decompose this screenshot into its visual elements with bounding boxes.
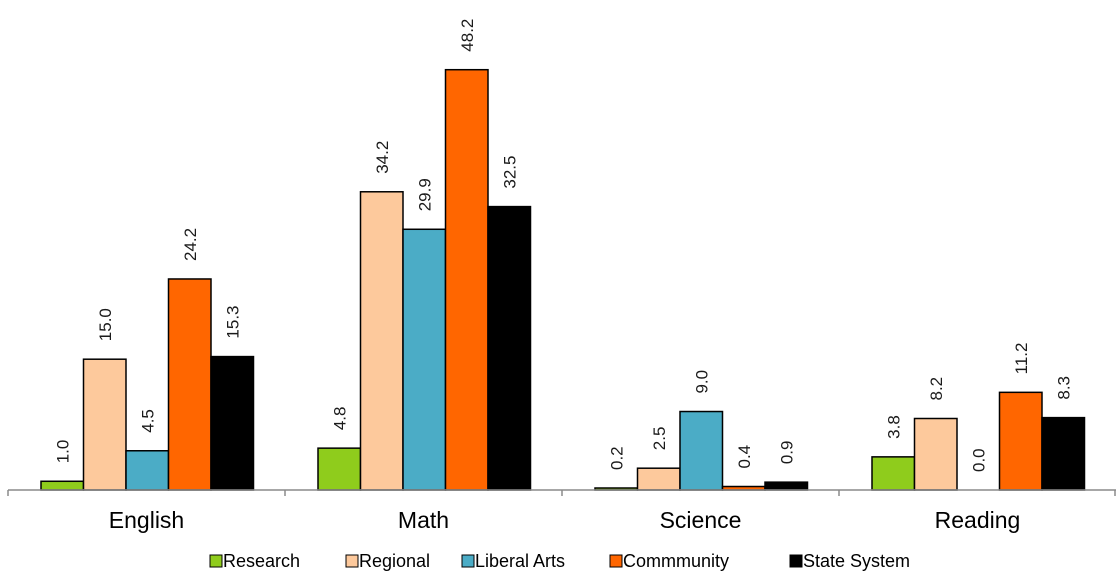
value-label-reading-regional: 8.2: [927, 377, 946, 401]
bar-reading-state-system: [1041, 416, 1086, 491]
value-label-math-regional: 34.2: [373, 141, 392, 174]
category-label-math: Math: [398, 507, 449, 533]
legend-swatch-commmunity: [609, 554, 623, 568]
legend-swatch-state-system: [789, 554, 803, 568]
value-label-science-commmunity: 0.4: [735, 445, 754, 469]
value-label-math-research: 4.8: [330, 407, 349, 431]
legend-label-commmunity: Commmunity: [623, 551, 729, 571]
bar-science-state-system: [764, 481, 809, 491]
bar-english-liberal-arts: [125, 450, 170, 491]
legend-item-research: Research: [209, 551, 300, 571]
value-label-math-liberal-arts: 29.9: [415, 178, 434, 211]
category-label-science: Science: [660, 507, 742, 533]
value-label-english-state-system: 15.3: [223, 305, 242, 338]
legend-swatch-regional: [345, 554, 359, 568]
bar-english-state-system: [210, 355, 255, 491]
bar-reading-commmunity: [998, 391, 1043, 491]
category-label-english: English: [109, 507, 184, 533]
value-label-science-state-system: 0.9: [777, 441, 796, 465]
x-axis: English Math Science Reading: [7, 489, 1116, 533]
legend: Research Regional Liberal Arts Commmunity St…: [209, 551, 910, 571]
value-label-reading-liberal-arts: 0.0: [969, 448, 988, 472]
legend-label-regional: Regional: [359, 551, 430, 571]
value-label-english-regional: 15.0: [96, 308, 115, 341]
bar-math-commmunity: [444, 68, 489, 491]
legend-label-state-system: State System: [803, 551, 910, 571]
value-label-science-regional: 2.5: [650, 427, 669, 451]
legend-label-liberal-arts: Liberal Arts: [475, 551, 565, 571]
legend-item-state-system: State System: [789, 551, 910, 571]
bar-reading-regional: [913, 417, 958, 491]
value-label-english-liberal-arts: 4.5: [138, 409, 157, 433]
value-label-english-research: 1.0: [53, 440, 72, 464]
legend-item-regional: Regional: [345, 551, 430, 571]
bar-math-research: [317, 447, 362, 491]
bar-math-state-system: [487, 205, 532, 491]
bar-math-liberal-arts: [402, 228, 447, 491]
value-label-english-commmunity: 24.2: [181, 228, 200, 261]
bar-reading-research: [871, 456, 916, 491]
value-label-math-state-system: 32.5: [500, 156, 519, 189]
bar-math-regional: [359, 191, 404, 491]
bars-layer: [40, 68, 1086, 491]
value-label-reading-research: 3.8: [884, 415, 903, 439]
bar-english-regional: [82, 358, 127, 491]
bar-science-liberal-arts: [679, 410, 724, 491]
legend-swatch-research: [209, 554, 223, 568]
bar-english-research: [40, 480, 85, 491]
legend-label-research: Research: [223, 551, 300, 571]
value-label-math-commmunity: 48.2: [458, 19, 477, 52]
value-label-science-research: 0.2: [607, 446, 626, 470]
legend-swatch-liberal-arts: [461, 554, 475, 568]
legend-item-liberal-arts: Liberal Arts: [461, 551, 565, 571]
value-label-science-liberal-arts: 9.0: [692, 370, 711, 394]
legend-item-commmunity: Commmunity: [609, 551, 729, 571]
bar-english-commmunity: [167, 278, 212, 491]
value-label-reading-commmunity: 11.2: [1012, 343, 1031, 375]
bar-science-regional: [636, 467, 681, 491]
value-label-reading-state-system: 8.3: [1054, 376, 1073, 400]
value-labels-layer: 1.0 15.0 4.5 24.2 15.3 4.8 34.2 29.9 48.2 32.5 0.2…: [53, 19, 1073, 472]
category-label-reading: Reading: [935, 507, 1021, 533]
